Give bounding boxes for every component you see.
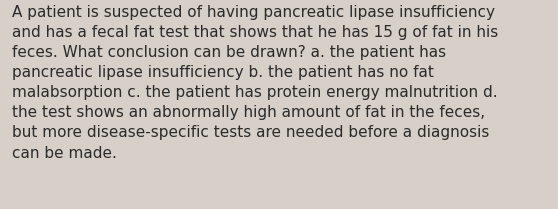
Text: A patient is suspected of having pancreatic lipase insufficiency
and has a fecal: A patient is suspected of having pancrea… <box>12 5 498 161</box>
